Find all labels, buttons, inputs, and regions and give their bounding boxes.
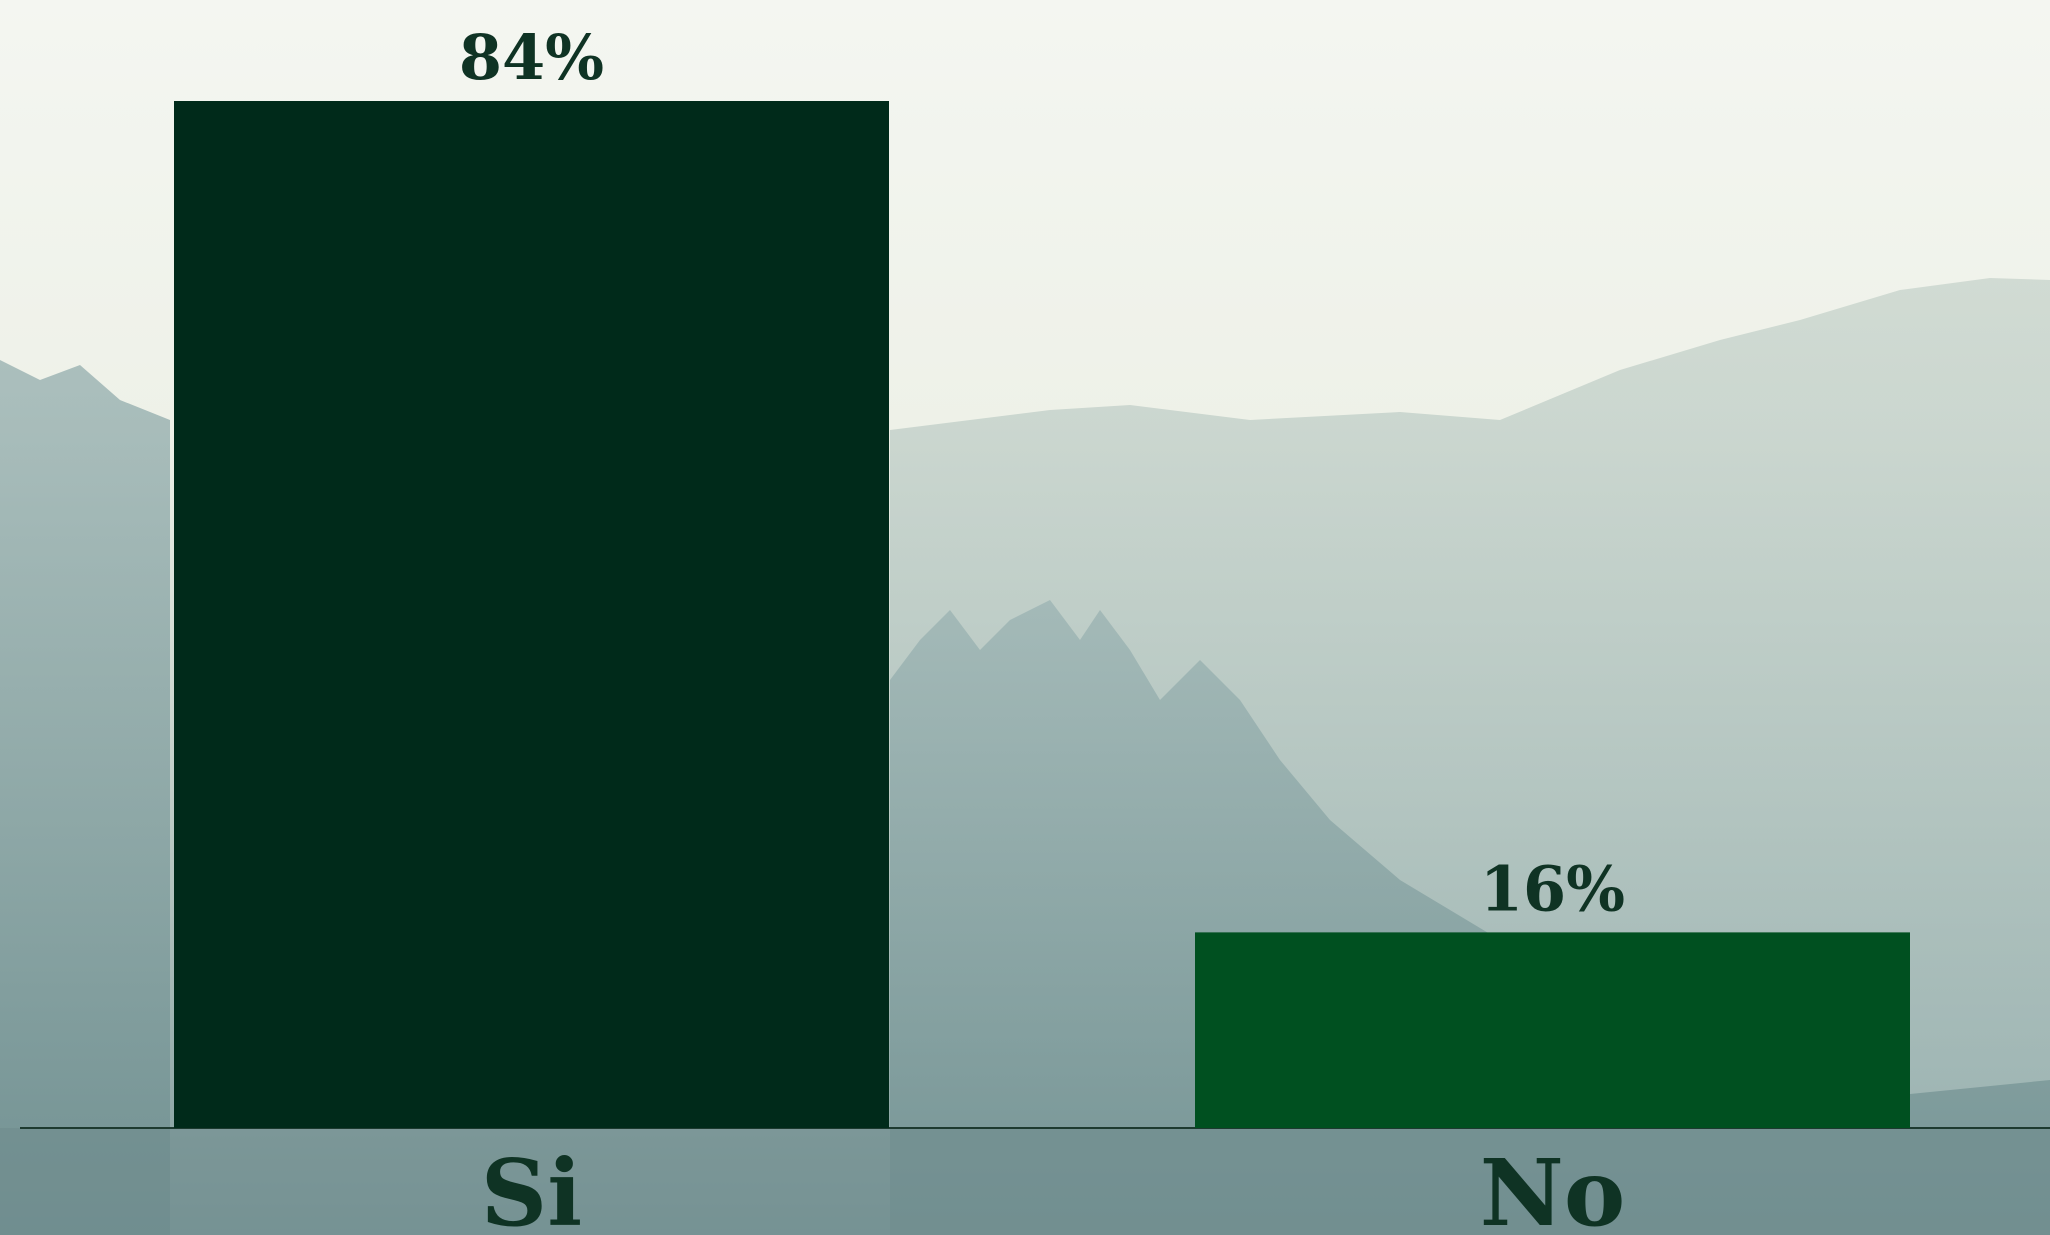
bar <box>1195 932 1910 1128</box>
value-label: 84% <box>459 21 604 94</box>
forest-left <box>0 360 170 1235</box>
category-label: No <box>1480 1139 1625 1235</box>
ground <box>0 1128 2050 1235</box>
value-label: 16% <box>1480 852 1625 925</box>
category-label: Si <box>481 1139 582 1235</box>
bar <box>174 101 889 1128</box>
